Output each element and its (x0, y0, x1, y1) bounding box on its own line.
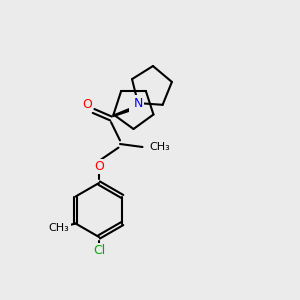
Text: CH₃: CH₃ (149, 142, 170, 152)
Text: O: O (94, 160, 104, 173)
Text: CH₃: CH₃ (49, 223, 70, 233)
Text: N: N (130, 100, 140, 113)
Text: Cl: Cl (93, 244, 105, 257)
Text: N: N (133, 97, 143, 110)
Text: O: O (82, 98, 92, 111)
